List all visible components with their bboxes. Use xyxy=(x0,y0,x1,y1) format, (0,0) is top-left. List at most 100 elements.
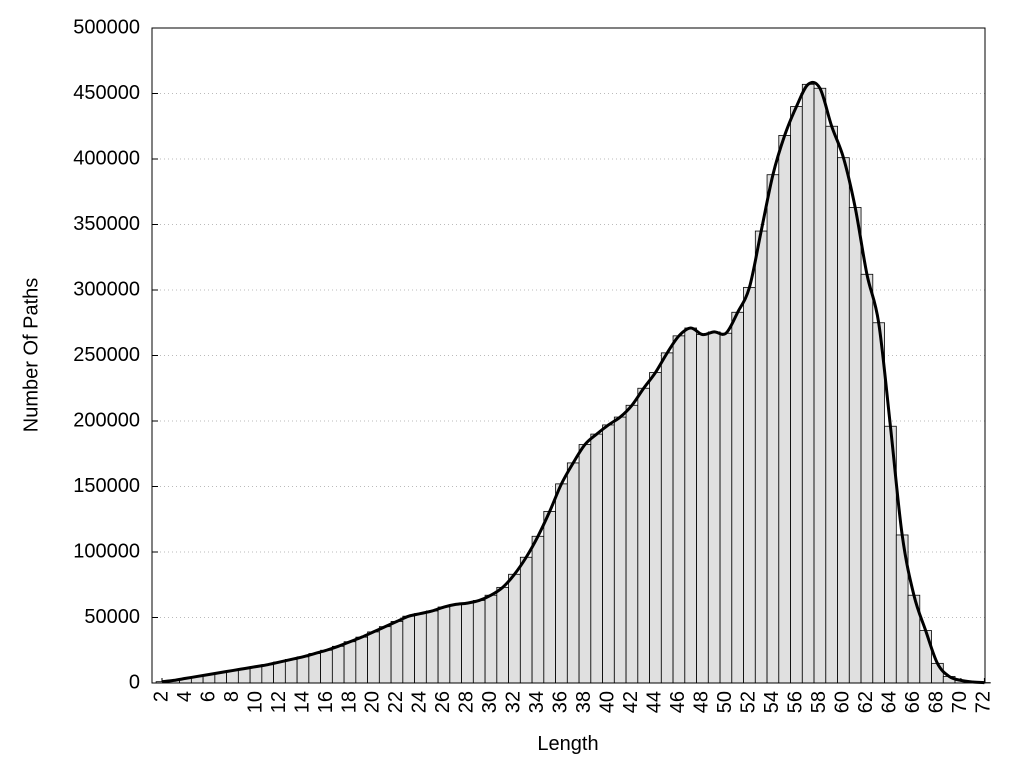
bar xyxy=(778,135,791,684)
bar xyxy=(649,372,662,684)
bar xyxy=(367,631,380,684)
bar xyxy=(261,664,275,684)
bar xyxy=(414,613,427,684)
bar xyxy=(801,83,815,684)
smooth-curve xyxy=(161,80,985,685)
bar xyxy=(331,645,345,684)
bar xyxy=(425,610,439,684)
x-tick-label: 30 xyxy=(479,691,501,713)
y-tick-label: 0 xyxy=(129,671,140,693)
bar xyxy=(519,556,533,684)
x-tick-label: 10 xyxy=(244,691,266,713)
bar xyxy=(731,311,744,684)
x-tick-label: 22 xyxy=(385,691,407,713)
x-tick-label: 28 xyxy=(456,691,478,713)
x-tick-label: 42 xyxy=(620,691,642,713)
x-tick-label: 62 xyxy=(855,691,877,713)
y-tick-label: 500000 xyxy=(73,16,140,38)
y-tick-label: 400000 xyxy=(73,147,140,169)
bar xyxy=(284,659,298,684)
x-tick-label: 58 xyxy=(808,691,830,713)
bar xyxy=(719,332,733,684)
x-tick-label: 34 xyxy=(526,691,548,713)
bar xyxy=(296,656,310,684)
bar xyxy=(390,621,404,684)
plot-frame xyxy=(151,27,986,684)
bar xyxy=(566,462,580,684)
x-tick-label: 4 xyxy=(174,691,196,702)
bar xyxy=(437,606,451,684)
bar xyxy=(449,604,462,684)
x-tick-label: 66 xyxy=(902,691,924,713)
bar xyxy=(249,666,263,684)
x-tick-label: 8 xyxy=(221,691,243,702)
x-tick-label: 24 xyxy=(409,691,431,713)
x-tick-label: 46 xyxy=(667,691,689,713)
x-tick-label: 26 xyxy=(432,691,454,713)
x-tick-label: 54 xyxy=(761,691,783,713)
x-tick-label: 44 xyxy=(644,691,666,713)
bar xyxy=(672,335,686,684)
x-tick-label: 36 xyxy=(550,691,572,713)
x-tick-label: 60 xyxy=(832,691,854,713)
bar xyxy=(402,615,415,684)
x-tick-label: 50 xyxy=(714,691,736,713)
x-tick-label: 48 xyxy=(691,691,713,713)
bar xyxy=(484,594,498,684)
x-tick-label: 20 xyxy=(362,691,384,713)
bar xyxy=(320,649,333,684)
x-tick-label: 68 xyxy=(926,691,948,713)
y-tick-label: 150000 xyxy=(73,475,140,497)
x-tick-label: 14 xyxy=(291,691,313,713)
bar xyxy=(625,404,639,684)
bar xyxy=(543,510,556,684)
bar xyxy=(613,416,627,684)
y-tick-label: 450000 xyxy=(73,82,140,104)
y-axis-label: Number Of Paths xyxy=(20,278,42,433)
y-tick-label: 50000 xyxy=(84,606,140,628)
bar xyxy=(308,653,321,684)
bar xyxy=(590,433,603,684)
y-tick-label: 250000 xyxy=(73,344,140,366)
bar xyxy=(837,157,850,684)
bar xyxy=(343,641,357,684)
x-tick-label: 6 xyxy=(197,691,219,702)
bar xyxy=(684,327,697,684)
bar xyxy=(472,600,486,684)
x-tick-label: 32 xyxy=(503,691,525,713)
bar xyxy=(508,573,521,684)
x-tick-label: 72 xyxy=(973,691,995,713)
bar xyxy=(790,106,803,684)
x-tick-label: 2 xyxy=(150,691,172,702)
x-axis-label: Length xyxy=(537,733,598,755)
x-tick-label: 18 xyxy=(338,691,360,713)
x-tick-label: 64 xyxy=(879,691,901,713)
bar xyxy=(872,322,885,684)
bar xyxy=(660,352,674,684)
y-tick-label: 300000 xyxy=(73,278,140,300)
bar xyxy=(766,174,780,684)
bar xyxy=(496,586,509,684)
x-tick-label: 12 xyxy=(268,691,290,713)
bar xyxy=(754,230,768,684)
bar xyxy=(531,535,545,684)
x-tick-label: 40 xyxy=(597,691,619,713)
x-tick-label: 38 xyxy=(573,691,595,713)
y-tick-label: 200000 xyxy=(73,409,140,431)
bar xyxy=(696,334,709,684)
bar xyxy=(848,207,862,684)
bar xyxy=(555,483,568,684)
bar xyxy=(602,424,615,684)
x-tick-label: 16 xyxy=(315,691,337,713)
y-tick-label: 350000 xyxy=(73,213,140,235)
y-tick-label: 100000 xyxy=(73,540,140,562)
bar xyxy=(273,661,286,684)
bar xyxy=(813,87,827,684)
bar xyxy=(707,331,721,684)
x-tick-label: 52 xyxy=(738,691,760,713)
bar xyxy=(743,286,756,684)
bar xyxy=(378,626,392,684)
bar xyxy=(860,273,874,684)
